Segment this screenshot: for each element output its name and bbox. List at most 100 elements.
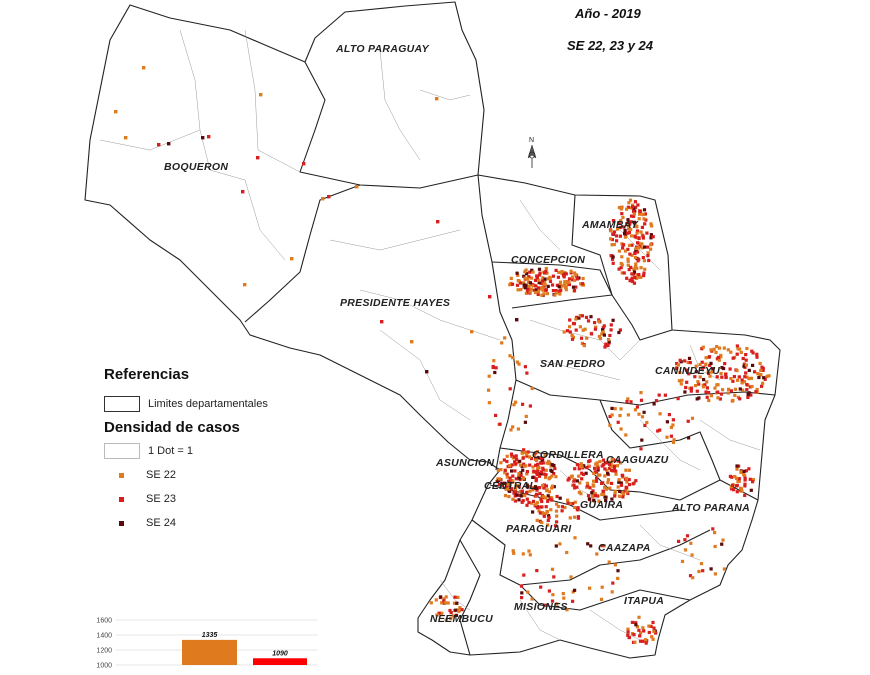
case-dot	[532, 288, 536, 292]
case-dot	[632, 281, 636, 285]
case-dot	[616, 459, 620, 463]
case-dot	[207, 135, 211, 139]
case-dot	[510, 454, 514, 458]
case-dot	[570, 474, 574, 478]
case-dot	[720, 375, 724, 379]
case-dot	[689, 541, 693, 545]
case-dot	[760, 365, 764, 369]
case-dot	[742, 364, 746, 368]
case-dot	[689, 389, 693, 393]
case-dot	[741, 388, 745, 392]
case-dot	[533, 485, 538, 489]
case-dot	[500, 483, 504, 487]
case-dot	[719, 371, 723, 376]
case-dot	[627, 201, 631, 205]
case-dot	[715, 383, 719, 387]
case-dot	[593, 492, 597, 496]
case-dot	[644, 218, 648, 222]
case-dot	[528, 270, 532, 274]
case-dot	[651, 235, 655, 239]
case-dot	[716, 396, 720, 400]
case-dot	[534, 502, 538, 506]
case-dot	[498, 422, 502, 426]
case-dot	[700, 360, 704, 364]
case-dot	[618, 414, 622, 418]
legend-item-se24: SE 24	[104, 514, 324, 532]
case-dot	[629, 214, 634, 218]
case-dot	[537, 267, 542, 271]
case-dot	[440, 601, 444, 605]
dept-boundary	[471, 519, 711, 586]
case-dot	[554, 268, 558, 272]
case-dot	[541, 512, 545, 516]
case-dot	[537, 273, 542, 277]
case-dot	[719, 355, 723, 359]
case-dot	[683, 359, 687, 363]
case-dot	[731, 483, 735, 487]
case-dot	[637, 236, 641, 240]
case-dot	[550, 599, 555, 603]
case-dot	[535, 506, 540, 510]
case-dot	[625, 207, 629, 211]
case-dot	[517, 472, 521, 476]
case-dot	[723, 362, 727, 366]
case-dot	[546, 523, 550, 527]
case-dot	[524, 291, 528, 295]
case-dot	[616, 576, 620, 580]
case-dot	[522, 464, 526, 468]
case-dot	[691, 576, 695, 580]
case-dot	[611, 261, 615, 265]
case-dot	[593, 466, 597, 470]
case-dot	[630, 276, 634, 280]
case-dot	[509, 276, 513, 280]
case-dot	[515, 493, 519, 497]
case-dot	[549, 508, 553, 512]
case-dot	[513, 499, 518, 503]
case-dot	[602, 333, 606, 337]
case-dot	[630, 253, 634, 257]
case-dot	[626, 413, 630, 417]
case-dot	[643, 267, 647, 271]
bar-0	[182, 639, 237, 665]
case-dot	[521, 402, 525, 406]
case-dot	[755, 355, 759, 359]
case-dot	[634, 262, 638, 266]
case-dot	[611, 581, 615, 585]
case-dot	[560, 509, 564, 513]
case-dot	[544, 269, 548, 274]
case-dot	[531, 475, 535, 479]
case-dot	[534, 470, 538, 474]
case-dot	[573, 486, 577, 490]
case-dot	[562, 596, 566, 600]
case-dot	[571, 335, 575, 339]
case-dot	[550, 474, 554, 478]
case-dot	[626, 218, 630, 222]
case-dot	[699, 562, 704, 566]
case-dot	[642, 410, 646, 414]
case-dot	[541, 287, 546, 291]
case-dot	[747, 368, 751, 372]
dept-boundary	[515, 379, 776, 406]
case-dot	[491, 364, 495, 369]
case-dot	[742, 469, 746, 473]
case-dot	[525, 497, 529, 501]
case-dot	[536, 466, 540, 470]
case-dot	[564, 285, 568, 289]
case-dot	[558, 292, 562, 296]
case-dot	[563, 505, 567, 510]
case-dot	[630, 620, 634, 624]
case-dot	[628, 252, 632, 256]
legend-boundaries: Limites departamentales	[104, 395, 324, 413]
case-dot	[595, 552, 599, 556]
case-dot	[701, 385, 706, 389]
case-dot	[557, 285, 561, 289]
case-dot	[514, 477, 518, 481]
case-dot	[694, 370, 698, 374]
case-dot	[544, 266, 548, 271]
case-dot	[577, 490, 581, 494]
case-dot	[658, 412, 662, 416]
case-dot	[633, 276, 637, 280]
case-dot	[536, 286, 541, 290]
case-dot	[550, 283, 555, 287]
case-dot	[639, 266, 643, 270]
